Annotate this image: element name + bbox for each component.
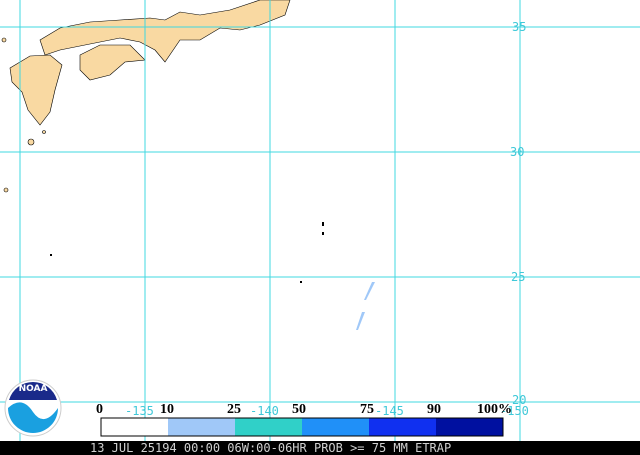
legend-swatch bbox=[369, 418, 436, 436]
island bbox=[50, 254, 52, 256]
lat-label: 25 bbox=[511, 270, 525, 284]
kyushu bbox=[9, 54, 63, 126]
legend-swatch bbox=[101, 418, 168, 436]
legend-label: 90 bbox=[427, 402, 441, 417]
legend-label: 0 bbox=[96, 402, 103, 417]
island bbox=[300, 281, 302, 283]
island bbox=[1, 37, 7, 43]
legend-label: 10 bbox=[160, 402, 174, 417]
caption-bar bbox=[0, 441, 640, 455]
legend-label: 100% bbox=[477, 402, 512, 417]
lon-label: -140 bbox=[250, 404, 279, 418]
legend-label: 25 bbox=[227, 402, 241, 417]
prob-patch bbox=[356, 312, 365, 330]
island bbox=[42, 130, 46, 134]
lon-label: -135 bbox=[125, 404, 154, 418]
legend-swatch bbox=[436, 418, 503, 436]
prob-patch bbox=[364, 282, 375, 300]
shikoku bbox=[79, 44, 146, 81]
legend: 0 10 25 50 75 90 100% bbox=[96, 402, 512, 437]
logo-bottom bbox=[8, 402, 58, 433]
legend-label: 50 bbox=[292, 402, 306, 417]
island bbox=[322, 222, 324, 226]
noaa-logo: NOAA bbox=[4, 379, 62, 437]
lon-label: -150 bbox=[500, 404, 529, 418]
island bbox=[27, 138, 35, 146]
legend-swatch bbox=[168, 418, 235, 436]
lat-label: 30 bbox=[510, 145, 524, 159]
legend-label: 75 bbox=[360, 402, 374, 417]
land bbox=[1, 0, 324, 283]
legend-swatch bbox=[302, 418, 369, 436]
graticule bbox=[0, 0, 640, 441]
prob-area bbox=[356, 282, 375, 330]
legend-frame bbox=[100, 417, 504, 437]
island bbox=[322, 232, 324, 235]
lon-label: -145 bbox=[375, 404, 404, 418]
caption: 13 JUL 25194 00:00 06W:00-06HR PROB >= 7… bbox=[90, 441, 451, 455]
lat-label: 35 bbox=[512, 20, 526, 34]
legend-swatch bbox=[235, 418, 302, 436]
lat-label: 20 bbox=[512, 393, 526, 407]
logo-top bbox=[9, 382, 57, 400]
logo-text: NOAA bbox=[19, 384, 48, 394]
island bbox=[3, 187, 9, 193]
